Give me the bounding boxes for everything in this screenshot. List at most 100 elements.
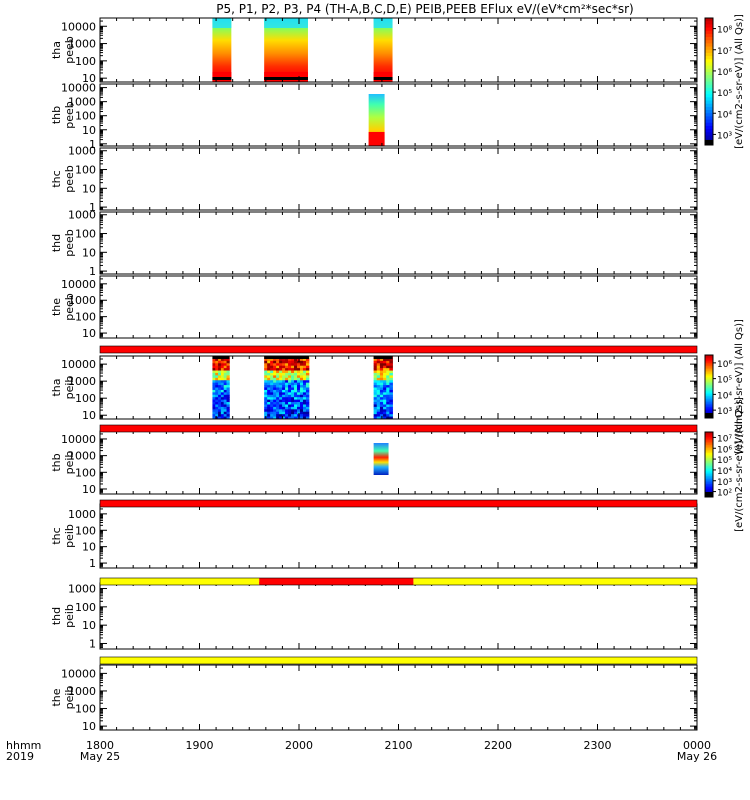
colorbar-swatch — [705, 397, 713, 400]
y-tick-label: 100 — [75, 601, 96, 614]
spectrogram-pixel — [223, 399, 227, 403]
spectrogram-pixel — [386, 414, 390, 417]
spectrogram-pixel — [302, 370, 307, 374]
spectrogram-pixel — [282, 404, 286, 408]
spectrogram-pixel — [223, 404, 227, 408]
spectrogram-pixel — [379, 392, 384, 396]
spectrogram-pixel — [276, 365, 280, 369]
spectrogram-pixel — [376, 397, 381, 401]
colorbar-swatch — [705, 46, 713, 51]
colorbar-swatch — [705, 402, 713, 405]
spectrogram-pixel — [264, 382, 268, 386]
colorbar-swatch — [705, 49, 713, 54]
spectrogram-block — [212, 18, 232, 82]
spectrogram-pixel — [373, 409, 378, 413]
panel-frame — [99, 355, 698, 420]
spectrogram-segment — [212, 18, 232, 82]
spectrogram-pixel — [273, 377, 277, 381]
colorbar-swatch — [705, 100, 713, 105]
colorbar-swatch — [705, 372, 713, 375]
colorbar-swatch — [705, 472, 713, 475]
spectrogram-pixel — [383, 370, 387, 374]
spectrogram-pixel — [267, 404, 271, 408]
colorbar-swatch — [705, 91, 713, 95]
y-tick-label: 1000 — [68, 96, 96, 109]
spectrogram-pixel — [220, 406, 225, 410]
spectrogram-pixel — [386, 411, 390, 415]
spectrogram-pixel — [383, 399, 387, 403]
panel-frame — [99, 664, 698, 731]
spectrogram-pixel — [302, 392, 307, 396]
colorbar-swatch — [705, 65, 713, 70]
colorbar-swatch — [705, 367, 713, 370]
spectrogram-pixel — [389, 402, 393, 405]
spectrogram-pixel — [215, 370, 219, 374]
spectrogram-pixel — [285, 363, 289, 367]
spectrogram-pixel — [376, 389, 381, 393]
spectrogram-pixel — [282, 360, 286, 364]
colorbar-swatch — [705, 477, 713, 480]
spectrogram-pixel — [223, 363, 227, 367]
spectrogram-pixel — [223, 416, 227, 420]
spectrogram-pixel — [215, 365, 219, 369]
spectrogram-pixel — [267, 414, 271, 417]
colorbar: 10³ 10⁴ 10⁵ 10⁶ 10⁷ 10⁸ [eV/(cm2-s-sr-eV)] (Al… — [704, 14, 745, 149]
spectrogram-pixel — [226, 365, 230, 369]
colorbar-label: [eV/(cm2-s-sr-eV)] (All Qs)] — [734, 397, 745, 532]
spectrogram-pixel — [218, 387, 222, 391]
spectrogram-pixel — [276, 392, 280, 396]
status-bars-layer — [99, 345, 698, 665]
spectrogram-pixel — [212, 360, 216, 364]
spectrogram-pixel — [305, 380, 310, 384]
colorbar-swatch — [705, 479, 713, 482]
spectrogram-pixel — [220, 375, 225, 379]
panel-frame — [99, 503, 698, 569]
spectrogram-segment — [212, 356, 230, 420]
spectrogram-pixel — [276, 404, 280, 408]
spectrogram-pixel — [305, 363, 310, 367]
spectrogram-pixel — [279, 397, 283, 401]
spectrogram-pixel — [218, 414, 222, 417]
spectrogram-pixel — [212, 404, 216, 408]
spectrogram-pixel — [379, 406, 384, 410]
spectrogram-pixel — [373, 389, 378, 393]
spectrogram-pixel — [386, 372, 390, 376]
spectrogram-pixel — [291, 363, 295, 367]
colorbar-swatch — [705, 438, 713, 441]
spectrogram-pixel — [297, 372, 301, 376]
colorbar-swatch — [705, 59, 713, 63]
spectrogram-pixel — [291, 397, 295, 401]
spectrogram-pixel — [291, 368, 295, 371]
colorbar-swatch — [705, 62, 713, 67]
spectrogram-pixel — [270, 387, 274, 391]
spectrogram-pixel — [212, 358, 216, 362]
spectrogram-pixel — [285, 365, 289, 369]
spectrogram-pixel — [276, 372, 280, 376]
colorbar-swatch — [705, 480, 713, 483]
colorbar-swatch — [705, 433, 713, 436]
spectrogram-pixel — [373, 385, 378, 388]
spectrogram-pixel — [215, 406, 219, 410]
spectrogram-pixel — [297, 409, 301, 413]
spectrogram-pixel — [297, 368, 301, 371]
spectrogram-pixel — [264, 385, 268, 388]
spectrogram-pixel — [285, 377, 289, 381]
spectrogram-pixel — [226, 382, 230, 386]
spectrogram-pixel — [291, 387, 295, 391]
x-tick-label: 1800 — [86, 739, 114, 752]
spectrogram-pixel — [285, 368, 289, 371]
spectrogram-pixel — [373, 377, 378, 381]
spectrogram-pixel — [273, 397, 277, 401]
colorbar-swatch — [705, 24, 713, 29]
spectrogram-pixel — [299, 406, 304, 410]
spectrogram-pixel — [264, 365, 268, 369]
spectrogram-pixel — [299, 358, 304, 362]
spectrogram-pixel — [302, 368, 307, 371]
spectrogram-pixel — [285, 389, 289, 393]
spectrogram-segment — [368, 94, 385, 146]
colorbar-swatch — [705, 459, 713, 462]
spectrogram-pixel — [285, 404, 289, 408]
status-bar-frame — [99, 499, 698, 508]
spectrogram-pixel — [285, 414, 289, 417]
